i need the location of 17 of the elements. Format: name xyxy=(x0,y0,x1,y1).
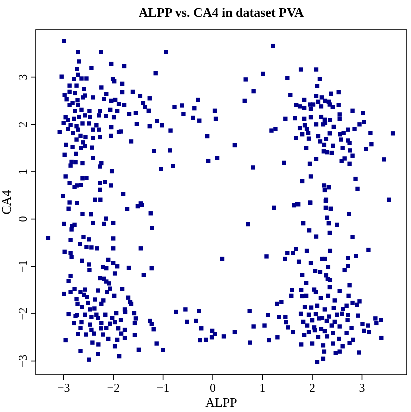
y-tick-label: 3 xyxy=(16,74,30,80)
x-tick-label: 3 xyxy=(359,381,366,395)
chart-title: ALPP vs. CA4 in dataset PVA xyxy=(138,5,305,20)
y-tick-label: 2 xyxy=(16,122,30,128)
x-tick-label: −2 xyxy=(107,381,120,395)
x-tick-label: −1 xyxy=(156,381,170,395)
x-tick-label: 1 xyxy=(260,381,266,395)
y-tick-label: −1 xyxy=(16,260,30,274)
y-tick-label: −3 xyxy=(16,354,30,368)
x-tick-label: 2 xyxy=(310,381,316,395)
y-axis-title: CA4 xyxy=(0,190,14,215)
x-tick-label: 0 xyxy=(210,381,216,395)
y-tick-label: 0 xyxy=(16,216,30,222)
x-tick-label: −3 xyxy=(57,381,70,395)
x-axis-title: ALPP xyxy=(206,395,238,410)
y-tick-label: 1 xyxy=(16,168,30,175)
y-tick-label: −2 xyxy=(16,308,30,320)
